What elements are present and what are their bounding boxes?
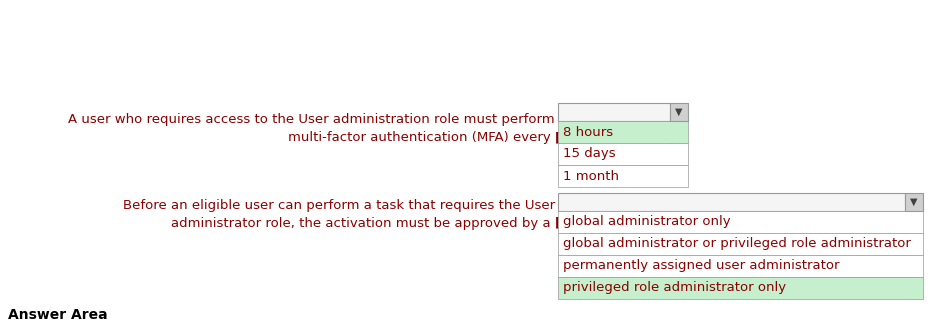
Text: A user who requires access to the User administration role must perform: A user who requires access to the User a… bbox=[68, 113, 555, 127]
Text: privileged role administrator only: privileged role administrator only bbox=[563, 281, 786, 295]
FancyBboxPatch shape bbox=[558, 165, 688, 187]
FancyBboxPatch shape bbox=[558, 121, 688, 143]
Text: Before an eligible user can perform a task that requires the User: Before an eligible user can perform a ta… bbox=[123, 198, 555, 212]
Text: permanently assigned user administrator: permanently assigned user administrator bbox=[563, 259, 840, 273]
FancyBboxPatch shape bbox=[558, 211, 923, 233]
Text: ▼: ▼ bbox=[910, 197, 918, 207]
Text: 8 hours: 8 hours bbox=[563, 126, 613, 138]
FancyBboxPatch shape bbox=[558, 255, 923, 277]
Text: global administrator or privileged role administrator: global administrator or privileged role … bbox=[563, 237, 911, 251]
Text: [answer choice].: [answer choice]. bbox=[555, 132, 680, 145]
FancyBboxPatch shape bbox=[558, 277, 923, 299]
FancyBboxPatch shape bbox=[558, 103, 670, 121]
Text: Answer Area: Answer Area bbox=[8, 308, 108, 322]
FancyBboxPatch shape bbox=[558, 233, 923, 255]
Text: 15 days: 15 days bbox=[563, 148, 616, 160]
Text: administrator role, the activation must be approved by a: administrator role, the activation must … bbox=[171, 216, 555, 230]
FancyBboxPatch shape bbox=[670, 103, 688, 121]
FancyBboxPatch shape bbox=[905, 193, 923, 211]
Text: global administrator only: global administrator only bbox=[563, 215, 731, 229]
Text: ▼: ▼ bbox=[675, 107, 682, 117]
Text: 1 month: 1 month bbox=[563, 170, 619, 182]
FancyBboxPatch shape bbox=[558, 143, 688, 165]
Text: multi-factor authentication (MFA) every: multi-factor authentication (MFA) every bbox=[288, 132, 555, 145]
FancyBboxPatch shape bbox=[558, 193, 905, 211]
Text: [answer choice].: [answer choice]. bbox=[555, 216, 680, 230]
